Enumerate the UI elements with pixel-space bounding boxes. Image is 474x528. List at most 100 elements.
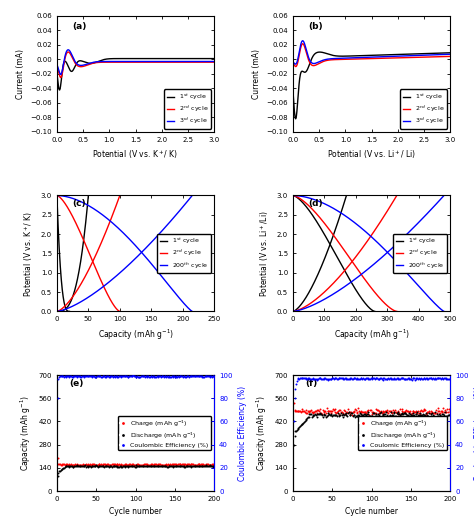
Point (89, 462, 97, 470)
Point (147, 462, 155, 470)
Point (148, 373, 156, 381)
Point (404, 374, 411, 382)
Point (109, 462, 117, 470)
Point (106, 461, 113, 470)
Point (412, 407, 419, 416)
Point (116, 461, 124, 469)
Point (153, 460, 161, 469)
Point (61, 372, 69, 380)
Point (197, 462, 205, 470)
Point (304, 374, 312, 382)
Point (204, 372, 212, 381)
Point (112, 460, 119, 469)
Point (305, 408, 312, 417)
Point (344, 375, 352, 383)
Point (410, 374, 418, 382)
Point (125, 373, 132, 381)
Point (312, 407, 319, 415)
Point (161, 372, 168, 381)
Point (310, 411, 317, 419)
Point (177, 372, 185, 381)
Point (357, 407, 365, 416)
Point (100, 372, 107, 380)
Point (59, 460, 67, 468)
Point (413, 374, 421, 382)
Point (85, 461, 93, 469)
Point (154, 372, 161, 381)
Point (368, 410, 375, 419)
Point (443, 413, 450, 421)
Point (401, 409, 409, 418)
Point (319, 374, 327, 383)
Point (138, 462, 146, 470)
Point (362, 374, 369, 383)
Legend: Charge (mAh g$^{-1}$), Discharge (mAh g$^{-1}$), Coulombic Efficiency (%): Charge (mAh g$^{-1}$), Discharge (mAh g$… (118, 416, 211, 450)
Point (175, 460, 182, 469)
Point (355, 410, 363, 419)
Point (84, 371, 91, 380)
Point (146, 460, 154, 469)
Point (383, 375, 391, 383)
Point (124, 373, 131, 381)
Point (181, 372, 188, 380)
Point (75, 372, 82, 380)
Point (108, 460, 116, 468)
Point (186, 462, 194, 470)
Point (374, 411, 381, 420)
Point (207, 461, 214, 469)
Point (394, 410, 401, 418)
Point (382, 374, 390, 383)
Point (410, 410, 417, 419)
Point (307, 375, 315, 383)
Point (101, 460, 109, 468)
Point (196, 460, 204, 469)
Point (349, 408, 356, 416)
Point (329, 411, 337, 419)
Point (179, 372, 187, 381)
Point (151, 372, 158, 381)
Point (184, 460, 192, 468)
Point (339, 410, 347, 418)
Point (328, 408, 335, 417)
Point (355, 407, 363, 416)
Point (389, 411, 397, 419)
Point (57, 460, 64, 469)
Point (308, 413, 316, 421)
Point (145, 372, 153, 381)
Point (79, 462, 87, 470)
Point (67, 460, 75, 469)
Point (361, 412, 368, 421)
Point (130, 461, 138, 470)
Point (412, 373, 419, 382)
Point (319, 413, 327, 421)
Point (73, 460, 81, 468)
Point (207, 462, 214, 470)
Point (185, 372, 193, 381)
Point (381, 374, 388, 382)
Point (114, 372, 121, 381)
Point (177, 460, 185, 469)
Point (82, 460, 90, 468)
Point (116, 372, 124, 381)
Point (92, 461, 100, 470)
Point (201, 372, 209, 381)
Point (421, 410, 429, 419)
Point (104, 372, 112, 380)
Point (434, 374, 441, 383)
Point (373, 405, 380, 413)
Point (203, 462, 211, 470)
Point (320, 410, 328, 419)
Point (329, 405, 337, 413)
Point (133, 463, 140, 471)
Point (192, 461, 200, 470)
Point (374, 406, 382, 414)
Point (383, 406, 391, 414)
Point (297, 421, 305, 429)
Point (145, 461, 152, 469)
Point (158, 460, 165, 469)
Point (349, 374, 356, 383)
Point (290, 399, 298, 408)
Point (71, 462, 78, 470)
Point (341, 410, 349, 418)
Point (120, 461, 128, 469)
